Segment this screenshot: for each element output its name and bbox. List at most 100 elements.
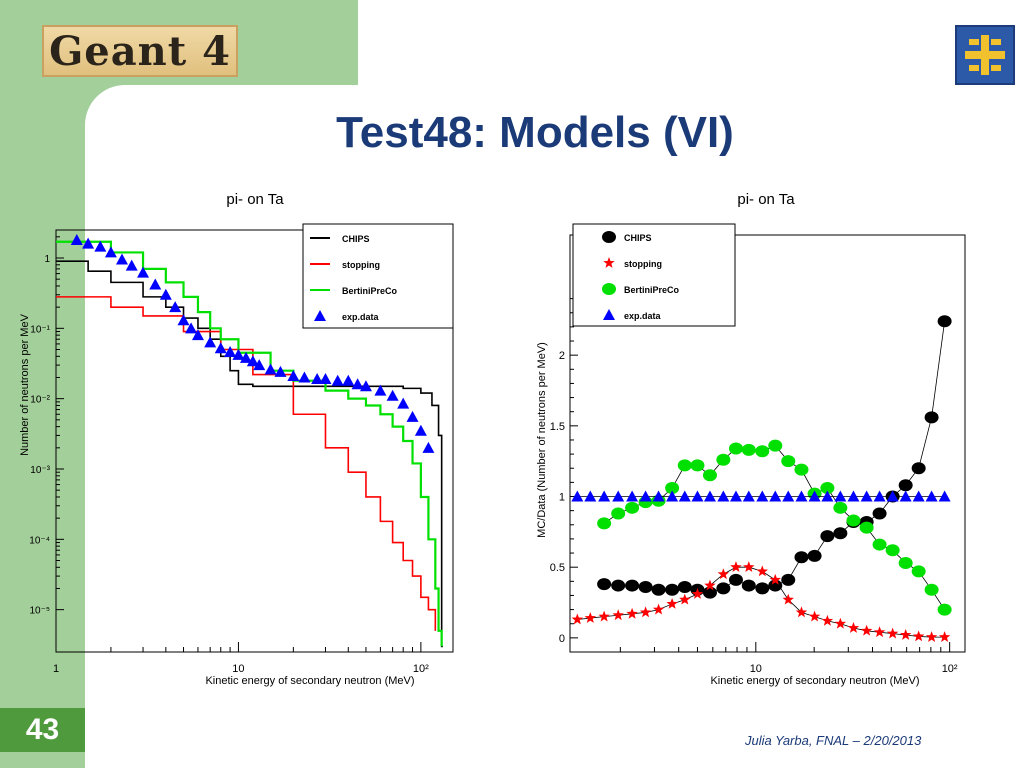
data-point bbox=[729, 490, 742, 502]
data-point bbox=[821, 614, 834, 626]
data-point bbox=[652, 603, 665, 615]
exp-data-point bbox=[125, 259, 138, 271]
data-point bbox=[924, 583, 939, 596]
data-point bbox=[885, 544, 900, 557]
exp-data-point bbox=[374, 384, 387, 396]
x-tick-label: 10² bbox=[942, 663, 958, 675]
series-exp.data-points bbox=[571, 490, 951, 502]
data-point bbox=[756, 565, 768, 577]
exp-data-point bbox=[246, 355, 259, 367]
data-point bbox=[912, 630, 925, 642]
legend-label: CHIPS bbox=[342, 234, 370, 244]
data-point bbox=[665, 482, 680, 495]
exp-data-point bbox=[149, 278, 162, 290]
data-point bbox=[611, 507, 626, 520]
data-point bbox=[691, 490, 704, 502]
data-point bbox=[571, 490, 584, 502]
data-point bbox=[703, 490, 716, 502]
legend-marker bbox=[602, 283, 616, 295]
plot-frame bbox=[569, 234, 966, 653]
exp-data-point bbox=[232, 348, 245, 360]
exp-data-point bbox=[331, 374, 344, 386]
exp-data-point bbox=[169, 301, 182, 313]
data-point bbox=[860, 624, 873, 636]
exp-data-point bbox=[397, 397, 410, 409]
data-point bbox=[717, 490, 730, 502]
data-point bbox=[898, 479, 913, 492]
data-point bbox=[741, 443, 756, 456]
data-point bbox=[872, 538, 887, 551]
y-tick-label: 10⁻¹ bbox=[30, 324, 50, 335]
data-point bbox=[886, 490, 899, 502]
data-point bbox=[795, 606, 808, 618]
data-point bbox=[859, 521, 874, 534]
data-point bbox=[665, 583, 680, 596]
y-tick-label: 10⁻² bbox=[30, 395, 50, 406]
content-corner bbox=[85, 85, 205, 205]
data-point bbox=[612, 609, 624, 621]
chart-mc-data-ratio: pi- on Ta 0 0.5 1 1.5 2 10 10² Kinetic energy of… bbox=[536, 191, 966, 687]
data-point bbox=[626, 607, 638, 619]
data-point bbox=[912, 490, 925, 502]
exp-data-point bbox=[94, 240, 107, 252]
data-point bbox=[782, 490, 795, 502]
data-point bbox=[611, 579, 626, 592]
y-axis-label: Number of neutrons per MeV bbox=[19, 313, 31, 456]
data-point bbox=[833, 527, 848, 540]
exp-data-point bbox=[253, 359, 266, 371]
legend-label: exp.data bbox=[624, 311, 662, 321]
x-axis-label: Kinetic energy of secondary neutron (MeV… bbox=[710, 675, 919, 687]
exp-data-point bbox=[298, 371, 311, 383]
data-point bbox=[625, 579, 640, 592]
data-point bbox=[925, 631, 938, 643]
exp-data-point bbox=[287, 369, 300, 381]
y-tick-label: 0 bbox=[559, 633, 565, 645]
data-point bbox=[584, 490, 597, 502]
data-point bbox=[911, 462, 926, 475]
exp-data-point bbox=[386, 389, 399, 401]
data-point bbox=[677, 580, 692, 593]
exp-data-point bbox=[115, 253, 128, 265]
legend-box bbox=[302, 223, 454, 329]
data-point bbox=[730, 561, 742, 573]
data-point bbox=[678, 490, 691, 502]
y-tick-label: 10⁻³ bbox=[30, 465, 50, 476]
data-point bbox=[794, 551, 809, 564]
legend-label: BertiniPreCo bbox=[342, 286, 398, 296]
exp-data-point bbox=[311, 373, 324, 385]
x-tick-label: 10² bbox=[413, 663, 429, 675]
exp-data-point bbox=[224, 346, 237, 358]
data-point bbox=[704, 579, 716, 591]
data-point bbox=[652, 490, 665, 502]
data-point bbox=[728, 442, 743, 455]
data-point bbox=[666, 490, 679, 502]
data-point bbox=[625, 501, 640, 514]
data-point bbox=[691, 588, 704, 599]
data-point bbox=[873, 626, 886, 638]
data-point bbox=[821, 490, 834, 502]
data-point bbox=[937, 603, 952, 616]
series-chips-line bbox=[56, 260, 443, 648]
header-area bbox=[358, 0, 1024, 85]
data-point bbox=[768, 579, 783, 592]
data-point bbox=[743, 561, 755, 573]
data-point bbox=[873, 490, 886, 502]
legend-box bbox=[572, 223, 736, 327]
legend-label: BertiniPreCo bbox=[624, 285, 680, 295]
legend-marker bbox=[314, 310, 326, 321]
data-point bbox=[834, 490, 847, 502]
exp-data-point bbox=[191, 329, 204, 341]
series-stopping-line bbox=[577, 566, 945, 638]
fnal-logo-icon bbox=[955, 25, 1015, 85]
data-point bbox=[717, 568, 730, 580]
data-point bbox=[716, 453, 731, 466]
exp-data-point bbox=[319, 373, 332, 385]
data-point bbox=[702, 586, 717, 599]
data-point bbox=[937, 315, 952, 328]
exp-data-point bbox=[104, 246, 117, 258]
slide-title: Test48: Models (VI) bbox=[336, 108, 734, 157]
exp-data-point bbox=[159, 288, 172, 300]
data-point bbox=[899, 629, 912, 640]
chart-neutron-spectrum: pi- on Ta 10⁻⁵ 10⁻⁴ 10⁻³ 10⁻² 10⁻¹ 1 1 10 10²Kine… bbox=[19, 191, 454, 687]
data-point bbox=[597, 517, 612, 530]
